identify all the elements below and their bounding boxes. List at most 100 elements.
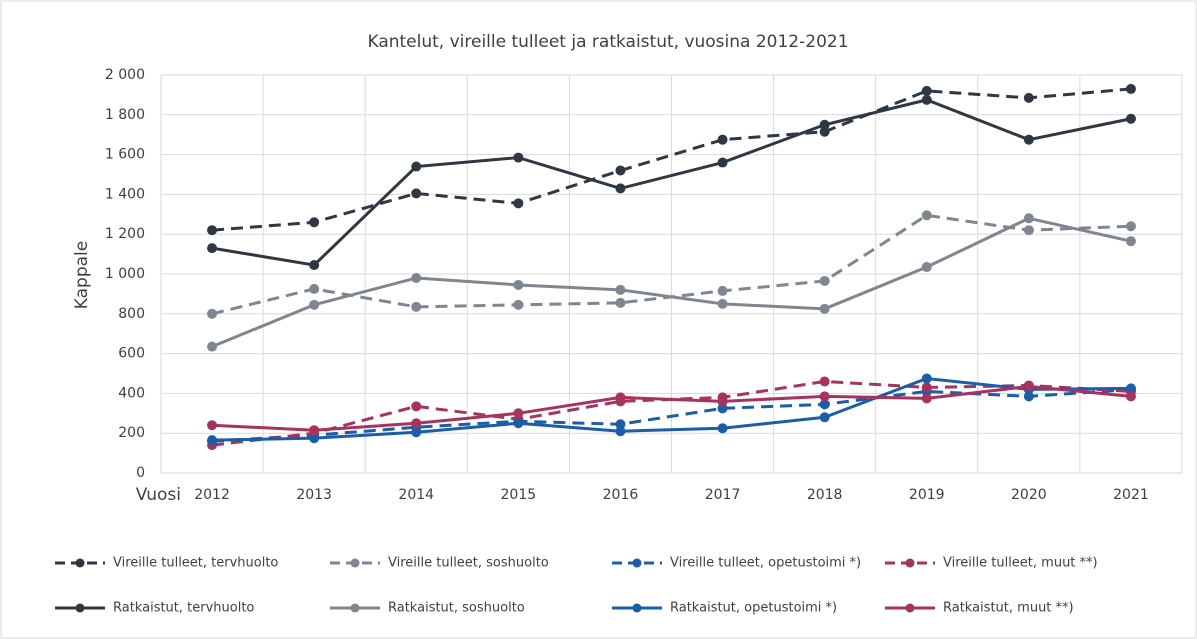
- data-point: [411, 427, 422, 438]
- data-point: [513, 299, 524, 310]
- data-point: [1125, 236, 1136, 247]
- data-point: [921, 393, 932, 404]
- x-tick-label: 2019: [909, 487, 945, 503]
- data-point: [615, 284, 626, 295]
- data-point: [309, 299, 320, 310]
- data-point: [1023, 381, 1034, 392]
- data-point: [513, 418, 524, 429]
- y-tick-label: 0: [136, 465, 145, 481]
- data-point: [309, 283, 320, 294]
- data-point: [615, 183, 626, 194]
- data-point: [207, 243, 218, 254]
- data-point: [819, 399, 830, 410]
- series-line: [211, 98, 1132, 267]
- data-point: [615, 426, 626, 437]
- data-point: [1125, 391, 1136, 402]
- data-point: [207, 341, 218, 352]
- data-point: [411, 161, 422, 172]
- series-line: [211, 216, 1132, 349]
- data-point: [717, 285, 728, 296]
- x-tick-label: 2016: [603, 487, 639, 503]
- legend-marker: [632, 603, 642, 613]
- y-tick-label: 1 600: [105, 147, 145, 163]
- y-tick-label: 1 800: [105, 107, 145, 123]
- legend-marker: [75, 603, 85, 613]
- data-point: [819, 376, 830, 387]
- y-tick-label: 1 200: [105, 226, 145, 242]
- legend-marker: [905, 603, 915, 613]
- data-point: [1023, 134, 1034, 145]
- y-tick-label: 1 400: [105, 186, 145, 202]
- data-point: [411, 188, 422, 199]
- data-point: [513, 279, 524, 290]
- x-tick-label: 2013: [296, 487, 332, 503]
- data-point: [411, 301, 422, 312]
- legend-label: Vireille tulleet, tervhuolto: [113, 556, 278, 571]
- x-tick-label: 2017: [705, 487, 741, 503]
- chart-title: Kantelut, vireille tulleet ja ratkaistut…: [367, 32, 848, 52]
- legend-label: Vireille tulleet, muut **): [943, 556, 1098, 571]
- data-point: [615, 419, 626, 430]
- data-point: [615, 165, 626, 176]
- data-point: [1125, 83, 1136, 94]
- data-point: [1023, 391, 1034, 402]
- data-point: [921, 262, 932, 273]
- data-point: [513, 408, 524, 419]
- legend-marker: [632, 558, 642, 568]
- data-point: [717, 403, 728, 414]
- data-point: [819, 391, 830, 402]
- data-point: [309, 217, 320, 228]
- x-tick-label: 2015: [501, 487, 537, 503]
- data-point: [921, 85, 932, 96]
- data-point: [513, 152, 524, 163]
- legend-marker: [905, 558, 915, 568]
- data-point: [207, 308, 218, 319]
- data-point: [309, 425, 320, 436]
- legend-marker: [350, 603, 360, 613]
- data-point: [819, 275, 830, 286]
- data-point: [1125, 383, 1136, 394]
- x-tick-label: 2012: [194, 487, 230, 503]
- y-tick-label: 400: [118, 385, 145, 401]
- data-point: [309, 260, 320, 271]
- data-point: [819, 119, 830, 130]
- data-point: [411, 401, 422, 412]
- data-point: [411, 272, 422, 283]
- legend-marker: [75, 558, 85, 568]
- data-point: [819, 412, 830, 423]
- legend-label: Ratkaistut, muut **): [943, 601, 1074, 616]
- series-line: [212, 376, 1131, 442]
- y-tick-label: 1 000: [105, 266, 145, 282]
- data-point: [411, 418, 422, 429]
- legend-label: Ratkaistut, soshuolto: [388, 601, 525, 616]
- data-point: [717, 423, 728, 434]
- x-tick-label: 2020: [1011, 487, 1047, 503]
- x-tick-label: 2021: [1113, 487, 1149, 503]
- data-point: [1125, 113, 1136, 124]
- y-tick-label: 2 000: [105, 67, 145, 83]
- x-tick-label: 2014: [398, 487, 434, 503]
- y-axis-title: Kappale: [72, 241, 92, 309]
- data-point: [309, 433, 320, 444]
- data-point: [615, 392, 626, 403]
- data-point: [615, 297, 626, 308]
- x-axis-title: Vuosi: [136, 485, 181, 505]
- data-point: [717, 157, 728, 168]
- data-point: [1125, 221, 1136, 232]
- data-point: [513, 198, 524, 209]
- data-point: [207, 420, 218, 431]
- legend-marker: [350, 558, 360, 568]
- data-point: [819, 303, 830, 314]
- data-point: [921, 210, 932, 221]
- data-point: [207, 225, 218, 236]
- legend-label: Ratkaistut, opetustoimi *): [670, 601, 837, 616]
- y-tick-label: 800: [118, 306, 145, 322]
- data-point: [1023, 225, 1034, 236]
- data-point: [207, 435, 218, 446]
- x-tick-label: 2018: [807, 487, 843, 503]
- data-point: [717, 134, 728, 145]
- data-point: [1023, 92, 1034, 103]
- data-point: [921, 373, 932, 384]
